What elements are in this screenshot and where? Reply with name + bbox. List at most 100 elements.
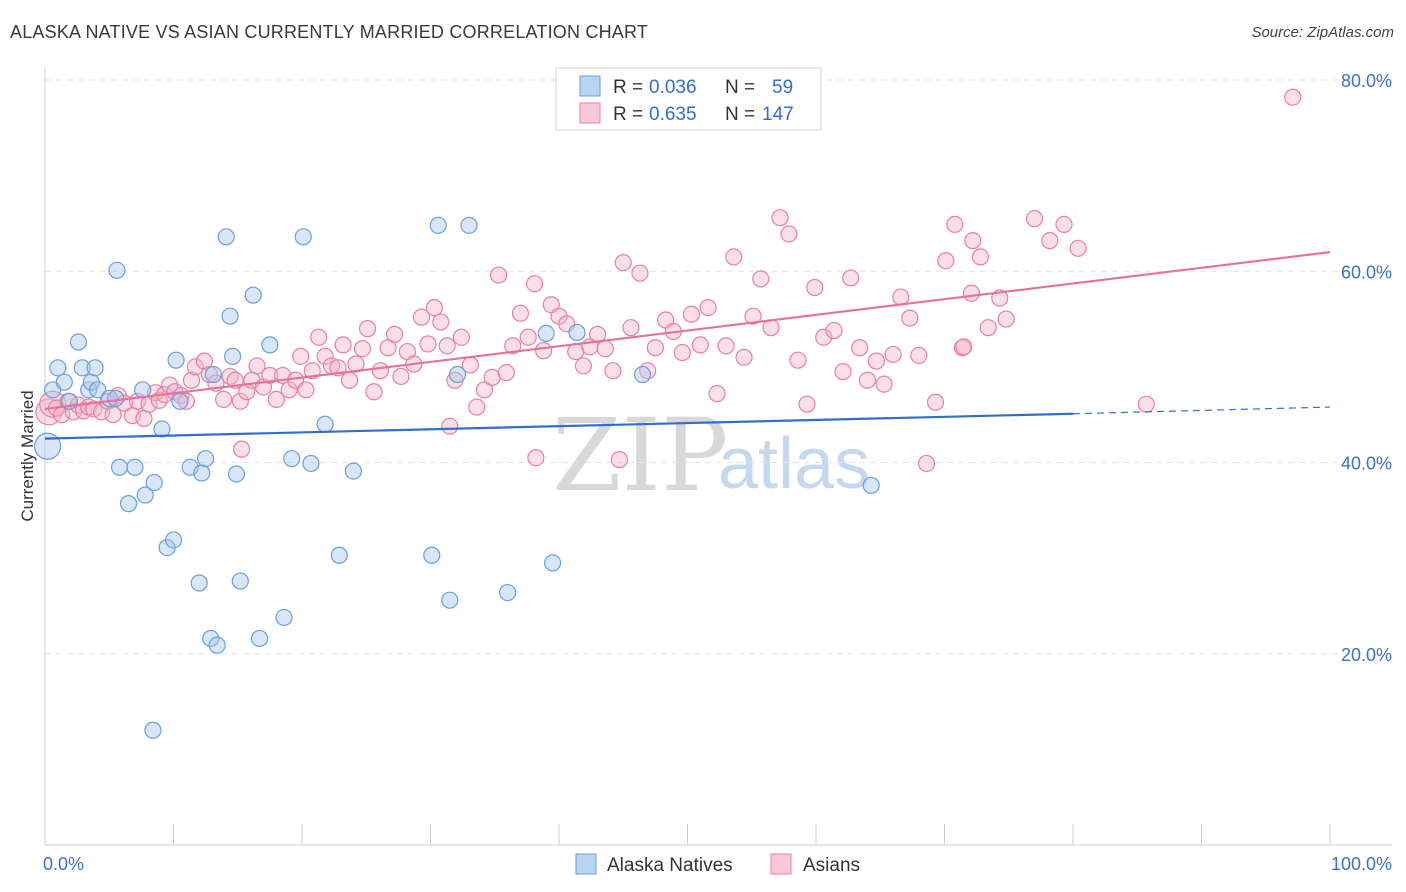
asians-point (691, 336, 709, 354)
asians-point (303, 362, 321, 380)
asians-point (622, 319, 640, 337)
alaska-natives-point (460, 216, 478, 234)
asians-point (432, 313, 450, 331)
chart-title: ALASKA NATIVE VS ASIAN CURRENTLY MARRIED… (10, 22, 649, 42)
asians-point (631, 264, 649, 282)
asians-point (261, 366, 279, 385)
asians-point (441, 417, 459, 435)
asians-point (673, 343, 691, 362)
gridlines (45, 79, 1392, 655)
asians-point (292, 347, 310, 365)
asians-point (104, 406, 122, 424)
asians-point (310, 328, 328, 346)
asians-point (682, 305, 700, 323)
series-legend: Alaska Natives Asians (575, 853, 860, 876)
alaska-natives-point (167, 351, 185, 369)
asians-point (504, 337, 522, 355)
alaska-natives-point (49, 359, 67, 377)
asians-point (534, 342, 553, 360)
asians-point (527, 449, 545, 467)
alaska-natives-point (145, 473, 163, 492)
alaska-natives-point (330, 546, 348, 564)
asians-point (815, 328, 833, 346)
asians-trend-line (44, 251, 1331, 411)
asians-point (182, 371, 201, 389)
legend-n-label-1: N = (725, 77, 755, 98)
watermark: ZIP atlas (552, 397, 870, 514)
alaska-natives-point (250, 629, 269, 648)
alaska-natives-point (193, 464, 211, 482)
alaska-natives-point (89, 381, 107, 399)
asians-point (806, 278, 824, 297)
alaska-natives-point (221, 307, 239, 325)
asians-point (231, 392, 249, 410)
alaska-natives-point (862, 476, 880, 495)
trend-lines (44, 251, 1331, 440)
x-tick-label-max: 100.0% (1331, 854, 1392, 874)
asians-point (979, 319, 997, 337)
asians-point (1055, 215, 1073, 233)
alaska-natives-point (171, 392, 189, 410)
alaska-natives-point (499, 583, 517, 602)
asians-point (1025, 210, 1044, 228)
asians-point (910, 346, 928, 364)
asians-point (851, 339, 869, 357)
asians-point (200, 365, 219, 384)
asians-point (646, 339, 664, 357)
asians-point (780, 225, 798, 243)
legend-r-value-2: 0.635 (649, 104, 697, 125)
asians-point (511, 304, 530, 322)
alaska-natives-point (55, 373, 73, 391)
asians-point (1069, 239, 1087, 257)
asians-point (371, 362, 389, 380)
alaska-natives-point (144, 721, 162, 739)
asians-point (365, 383, 383, 401)
y-tick-label: 60.0% (1341, 262, 1392, 282)
asians-point (708, 385, 726, 403)
asians-point (412, 308, 431, 326)
asians-point (297, 381, 315, 399)
bottom-legend-label-asians: Asians (803, 855, 860, 876)
alaska-natives-point (283, 450, 301, 468)
bottom-legend-label-alaska-natives: Alaska Natives (607, 855, 733, 876)
asians-point (39, 390, 67, 418)
asians-point (962, 284, 981, 302)
alaska-natives-point (231, 572, 249, 590)
bottom-legend-swatch-alaska-natives (575, 853, 597, 875)
asians-point (771, 209, 789, 227)
alaska-natives-point (126, 458, 144, 476)
watermark-zip: ZIP (552, 397, 728, 514)
alaska-natives-point (197, 450, 215, 468)
asians-point (525, 275, 544, 293)
alaska-natives-point (633, 365, 652, 384)
asians-point (901, 309, 919, 327)
alaska-natives-point (204, 365, 222, 384)
x-tick-labels: 0.0% 100.0% (43, 854, 1392, 874)
asians-point (475, 381, 494, 399)
alaska-natives-point (441, 591, 459, 609)
asians-point (789, 351, 807, 369)
asians-point (604, 362, 622, 380)
asians-point (955, 338, 973, 356)
asians-point (233, 440, 251, 458)
alaska-natives-point (302, 454, 320, 473)
legend-n-value-1: 59 (772, 77, 793, 98)
y-tick-labels: 20.0% 40.0% 60.0% 80.0% (1341, 71, 1392, 665)
asians-point (392, 367, 410, 386)
asians-point (215, 390, 233, 408)
asians-point (574, 357, 593, 375)
alaska-natives-point (86, 359, 104, 377)
alaska-natives-point (153, 420, 171, 438)
asians-point (177, 392, 195, 410)
asians-point (946, 215, 964, 233)
alaska-natives-point (224, 347, 242, 365)
asians-point (825, 321, 843, 340)
legend-n-label-2: N = (725, 104, 755, 125)
alaska-natives-point (316, 415, 334, 433)
asians-point (438, 337, 456, 355)
asians-point (735, 348, 753, 366)
alaska-natives-point (33, 432, 62, 460)
asians-point (917, 454, 936, 473)
alaska-natives-point (423, 546, 441, 564)
stats-legend: R = 0.036 N = 59 R = 0.635 N = 147 (555, 67, 822, 131)
